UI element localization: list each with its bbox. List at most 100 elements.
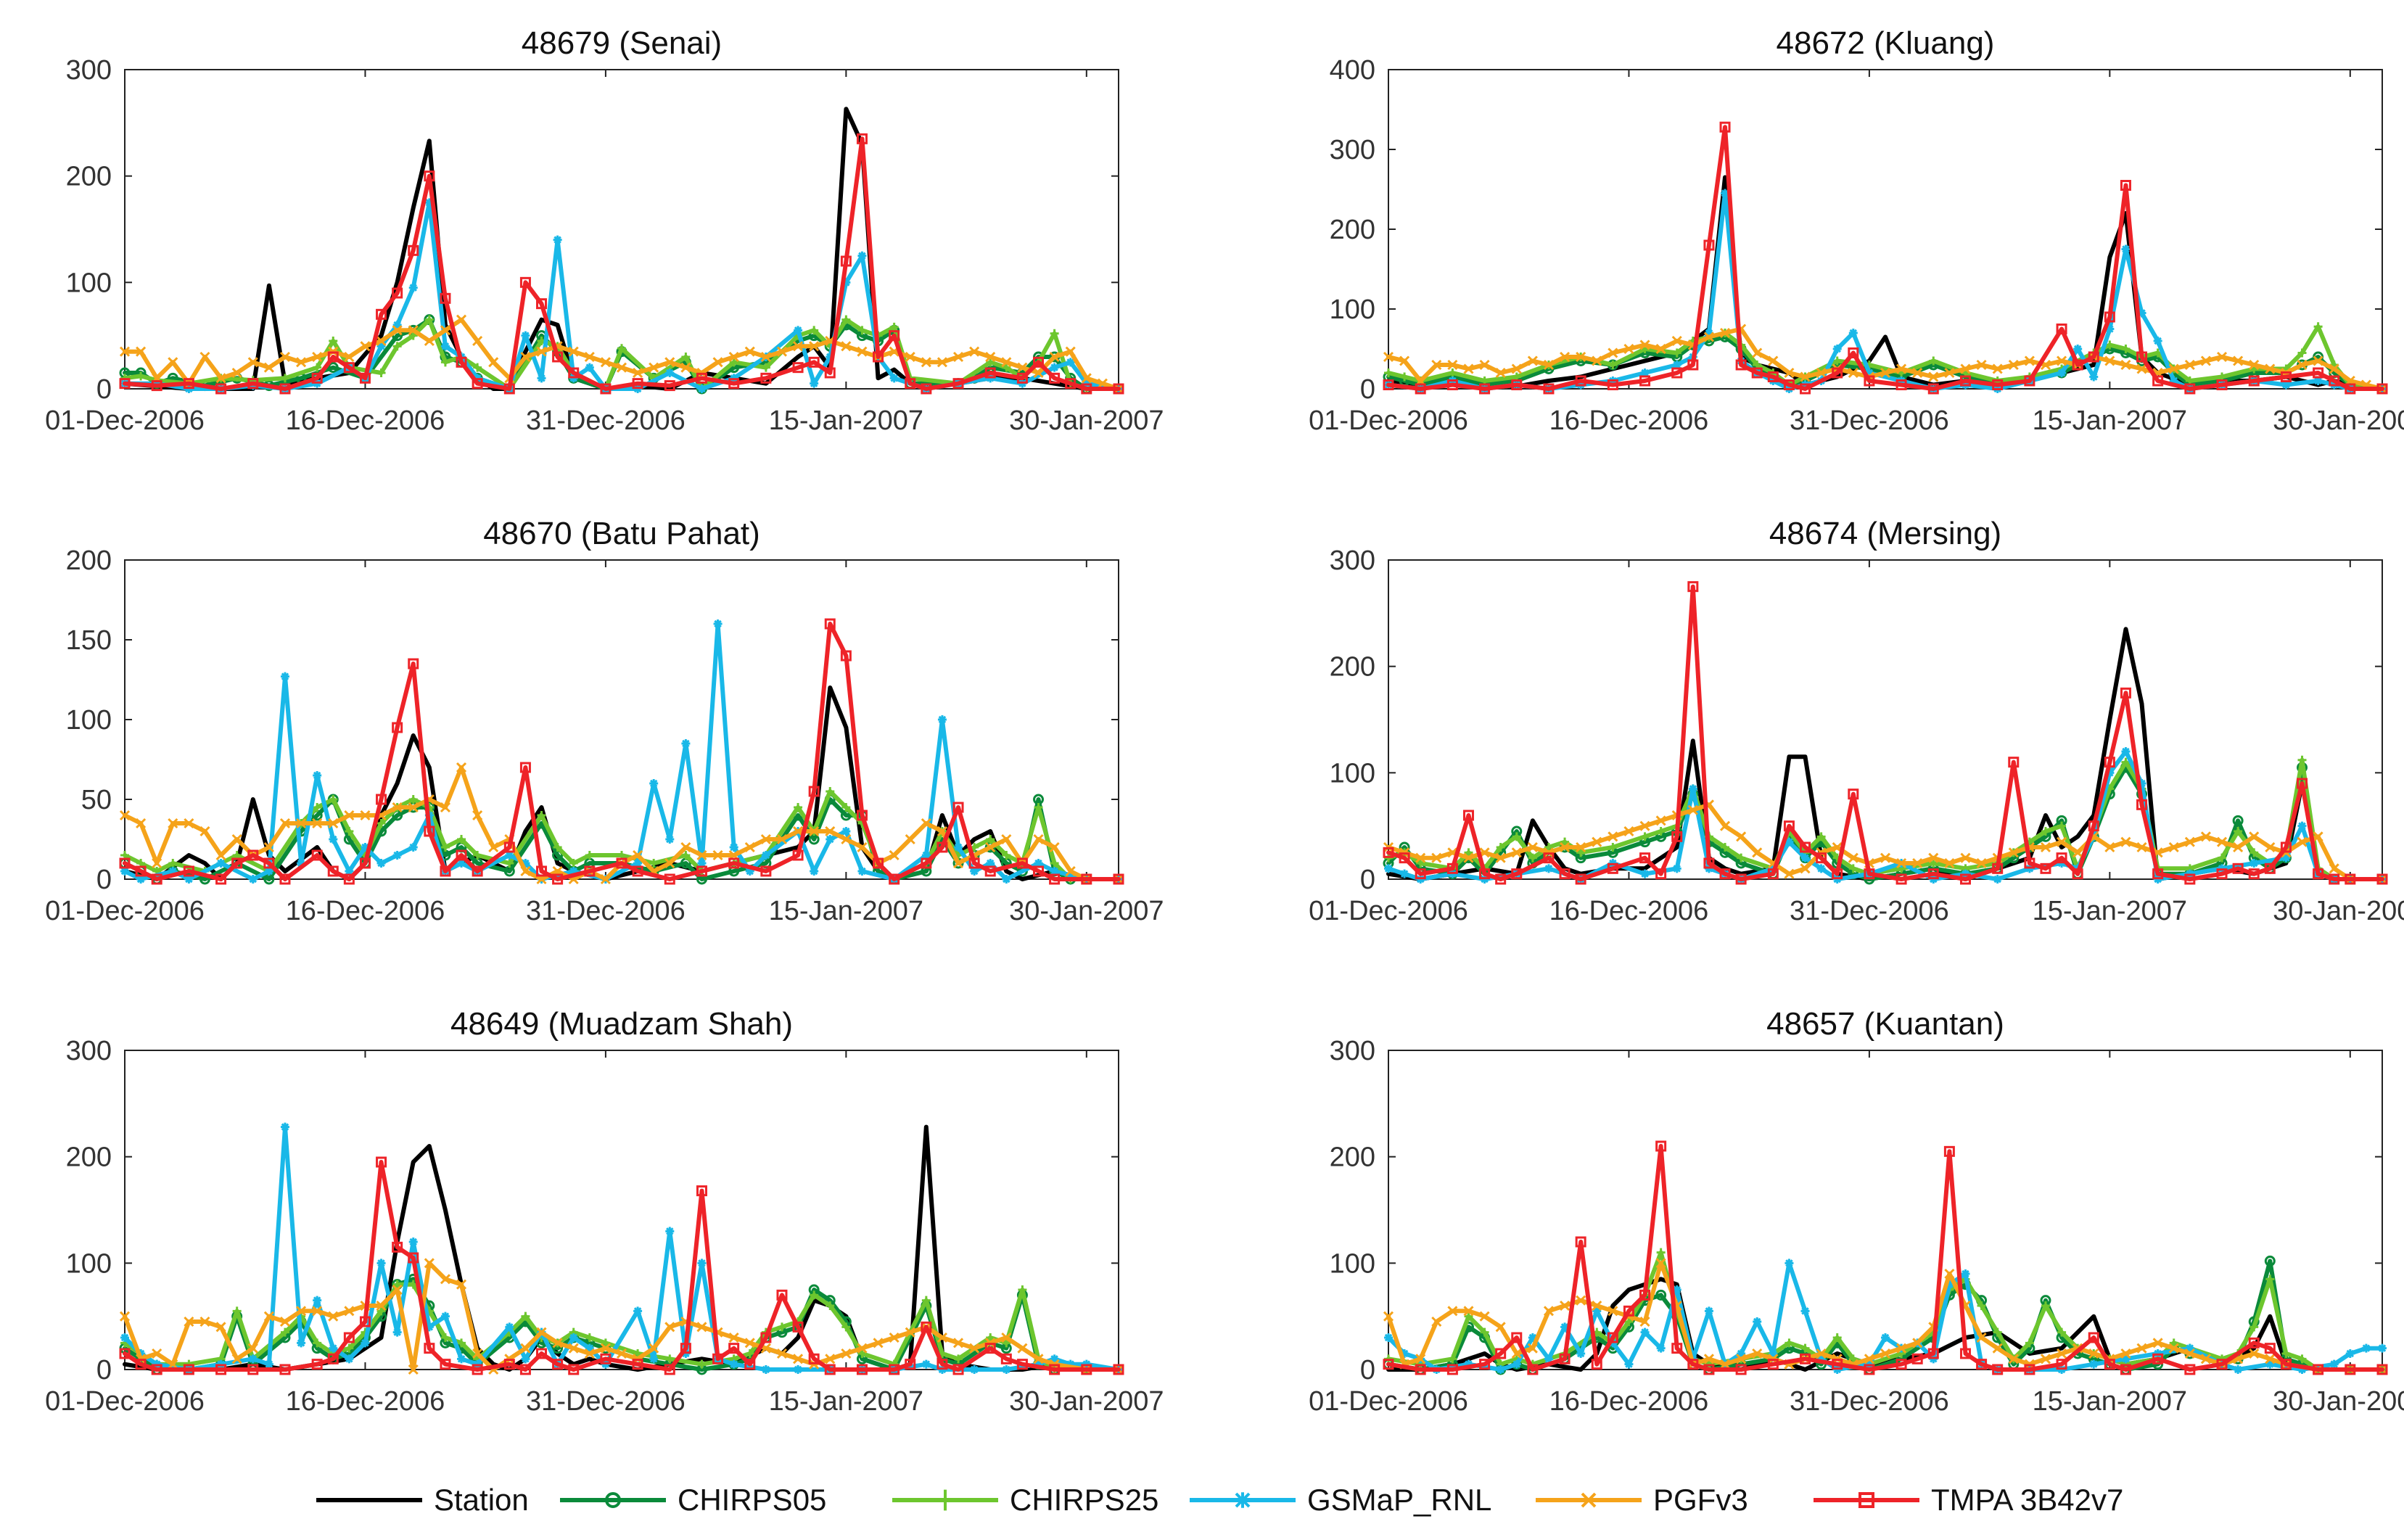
data-point — [1049, 1364, 1061, 1375]
data-point — [392, 287, 403, 299]
data-point — [1800, 841, 1811, 853]
data-point — [392, 802, 403, 813]
data-point — [1736, 1354, 1747, 1364]
data-point — [392, 722, 403, 733]
data-point — [2184, 359, 2195, 371]
data-point — [760, 351, 771, 363]
y-tick-label: 0 — [96, 1355, 112, 1385]
data-point — [1399, 355, 1410, 366]
panel-title: 48679 (Senai) — [522, 25, 722, 61]
data-point — [199, 1316, 210, 1327]
data-point — [680, 841, 691, 853]
data-point — [2121, 345, 2131, 353]
data-point — [537, 811, 546, 820]
data-point — [2313, 1364, 2324, 1375]
data-point — [1816, 864, 1826, 873]
data-point — [232, 1306, 242, 1316]
data-point — [1624, 1317, 1634, 1326]
data-point — [857, 346, 868, 357]
data-point — [1495, 852, 1506, 863]
data-point — [329, 1343, 338, 1353]
data-point — [376, 1306, 386, 1316]
data-point — [649, 779, 659, 788]
data-point — [728, 1343, 740, 1354]
data-point — [183, 1364, 194, 1375]
data-point — [1753, 1317, 1762, 1326]
data-point — [440, 1333, 450, 1342]
data-point — [2265, 1275, 2275, 1284]
data-point — [1640, 869, 1650, 878]
data-point — [1961, 1269, 1970, 1278]
data-point — [1624, 1359, 1634, 1369]
data-point — [2233, 841, 2244, 853]
data-point — [119, 857, 131, 869]
data-point — [2056, 355, 2067, 366]
panel-2: 48672 (Kluang) 0 100 200 300 400 01-Dec-2006 16… — [1309, 25, 2404, 436]
data-point — [1671, 831, 1683, 842]
data-point — [810, 867, 819, 876]
data-point — [1049, 372, 1061, 384]
x-tick-label: 31-Dec-2006 — [1790, 1386, 1949, 1417]
data-point — [1446, 1364, 1458, 1375]
x-tick-label: 30-Jan-2007 — [1009, 405, 1164, 436]
data-point — [1447, 359, 1458, 371]
data-point — [905, 1327, 915, 1338]
data-point — [1016, 1359, 1028, 1370]
data-point — [1065, 378, 1077, 390]
x-tick-label: 30-Jan-2007 — [1009, 1386, 1164, 1417]
data-point — [2072, 359, 2083, 371]
data-point — [2216, 379, 2228, 390]
data-point — [1735, 359, 1747, 371]
panel-5: 48649 (Muadzam Shah) 0 100 200 300 01-Dec-200… — [45, 1006, 1164, 1417]
legend-entry-chirps05: CHIRPS05 — [560, 1483, 826, 1517]
data-point — [1848, 864, 1858, 873]
data-point — [1785, 837, 1794, 847]
data-point — [665, 368, 675, 377]
data-point — [1462, 810, 1474, 821]
data-point — [600, 873, 611, 885]
panel-title: 48657 (Kuantan) — [1766, 1006, 2004, 1042]
data-point — [2297, 348, 2307, 358]
data-point — [825, 825, 836, 837]
data-point — [2088, 820, 2099, 832]
data-point — [279, 1316, 291, 1327]
data-point — [279, 873, 291, 885]
data-point — [1960, 852, 1971, 863]
data-point — [633, 1306, 643, 1316]
data-point — [1543, 383, 1555, 395]
data-point — [1848, 1354, 1858, 1364]
legend-label: PGFv3 — [1653, 1483, 1748, 1517]
data-point — [633, 859, 643, 868]
series-line — [123, 1124, 1121, 1372]
data-point — [984, 367, 996, 379]
data-point — [841, 1348, 852, 1359]
data-point — [520, 865, 531, 877]
data-point — [327, 865, 339, 877]
data-point — [2329, 363, 2339, 374]
x-tick-label: 15-Jan-2007 — [2033, 405, 2187, 436]
data-point — [841, 827, 851, 836]
data-point — [1881, 1333, 1890, 1342]
data-point — [680, 1343, 691, 1354]
data-point — [1976, 1332, 1987, 1343]
x-tick-label: 31-Dec-2006 — [1790, 405, 1949, 436]
data-point — [2249, 831, 2260, 842]
y-tick-label: 0 — [1360, 865, 1375, 895]
data-point — [568, 367, 580, 379]
data-point — [440, 802, 450, 813]
data-point — [905, 378, 916, 390]
data-point — [472, 1364, 483, 1375]
data-point — [649, 362, 659, 373]
data-point — [376, 794, 387, 805]
data-point — [937, 357, 948, 368]
legend-entry-tmpa-3b42v7: TMPA 3B42v7 — [1814, 1483, 2123, 1517]
data-point — [986, 1333, 995, 1342]
data-point — [2137, 308, 2146, 318]
data-point — [2120, 1364, 2131, 1375]
data-point — [1816, 832, 1826, 841]
data-point — [183, 378, 194, 390]
series-station — [123, 1124, 1121, 1372]
data-point — [472, 335, 483, 347]
y-tick-label: 300 — [66, 55, 112, 86]
data-point — [585, 1343, 594, 1353]
